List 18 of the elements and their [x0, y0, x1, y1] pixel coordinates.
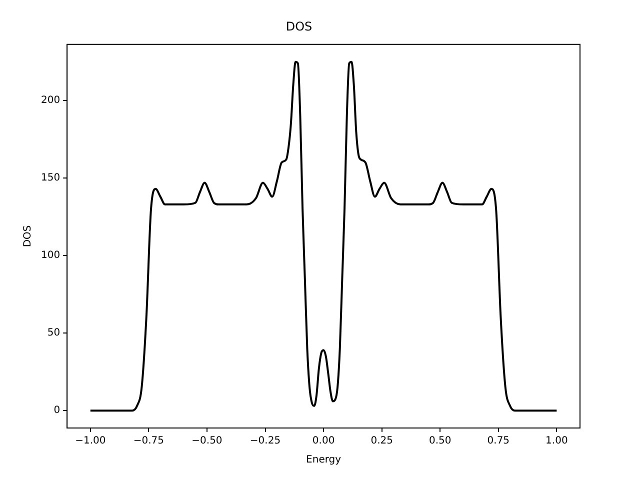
x-tick-label: 0.50 [428, 436, 452, 447]
x-tick-label: −0.25 [250, 436, 281, 447]
y-tick-label: 50 [47, 328, 60, 339]
y-tick-label: 0 [54, 405, 60, 416]
x-tick-label: 0.75 [487, 436, 510, 447]
x-tick-label: 0.25 [370, 436, 393, 447]
y-axis-title: DOS [22, 225, 34, 248]
x-tick-label: 1.00 [546, 436, 568, 447]
y-tick-label: 150 [40, 172, 60, 184]
x-tick-label: −0.50 [192, 436, 222, 447]
y-tick-label: 100 [40, 250, 60, 262]
x-tick-label: −0.75 [133, 436, 164, 447]
y-tick-label: 200 [40, 95, 60, 106]
line-series [89, 60, 558, 412]
x-axis-title: Energy [306, 454, 342, 466]
x-tick-label: 0.00 [312, 436, 335, 447]
chart-title: DOS [286, 19, 312, 34]
x-tick-label: −1.00 [75, 436, 106, 447]
